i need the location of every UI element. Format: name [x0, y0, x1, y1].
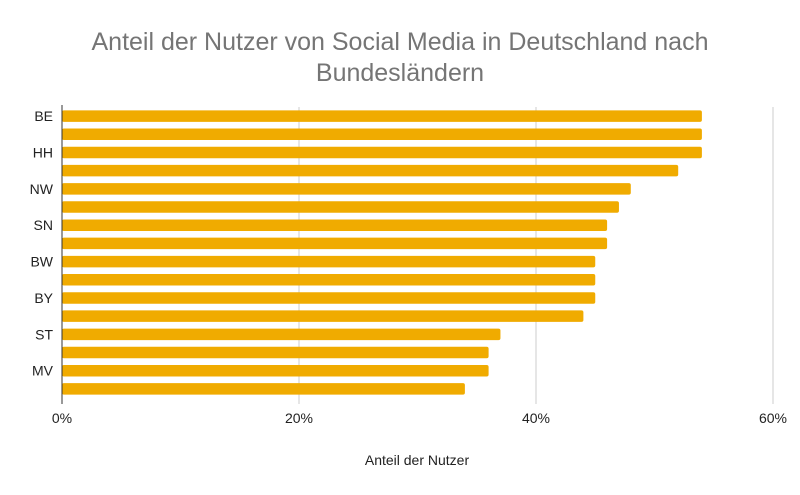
bar [62, 237, 608, 250]
y-tick-label: MV [32, 363, 54, 379]
x-tick-label: 0% [52, 410, 72, 426]
bar [62, 183, 631, 195]
y-tick-label: BY [34, 290, 53, 306]
chart-title-line1: Anteil der Nutzer von Social Media in De… [91, 28, 709, 56]
bar [62, 310, 584, 322]
bar [62, 346, 489, 359]
y-tick-label: SN [34, 217, 53, 233]
chart-title-line2: Bundesländern [315, 59, 485, 87]
y-tick-label: NW [30, 181, 54, 197]
y-tick-label: HH [33, 144, 53, 160]
bar [62, 292, 596, 304]
bar [62, 383, 465, 395]
bar [62, 146, 702, 159]
bar [62, 110, 702, 122]
bar [62, 364, 489, 377]
bar [62, 274, 596, 286]
bar [62, 219, 608, 231]
x-tick-label: 60% [759, 410, 787, 426]
x-axis-label: Anteil der Nutzer [364, 452, 470, 468]
y-tick-label: BW [30, 254, 53, 270]
bar [62, 328, 501, 341]
x-tick-label: 20% [285, 410, 313, 426]
bar [62, 255, 596, 268]
x-tick-label: 40% [522, 410, 550, 426]
bar [62, 201, 619, 213]
bar [62, 128, 702, 141]
chart-title: Anteil der Nutzer von Social Media in De… [0, 27, 800, 89]
y-tick-label: ST [35, 326, 53, 342]
bar [62, 164, 679, 177]
y-tick-label: BE [34, 108, 53, 124]
